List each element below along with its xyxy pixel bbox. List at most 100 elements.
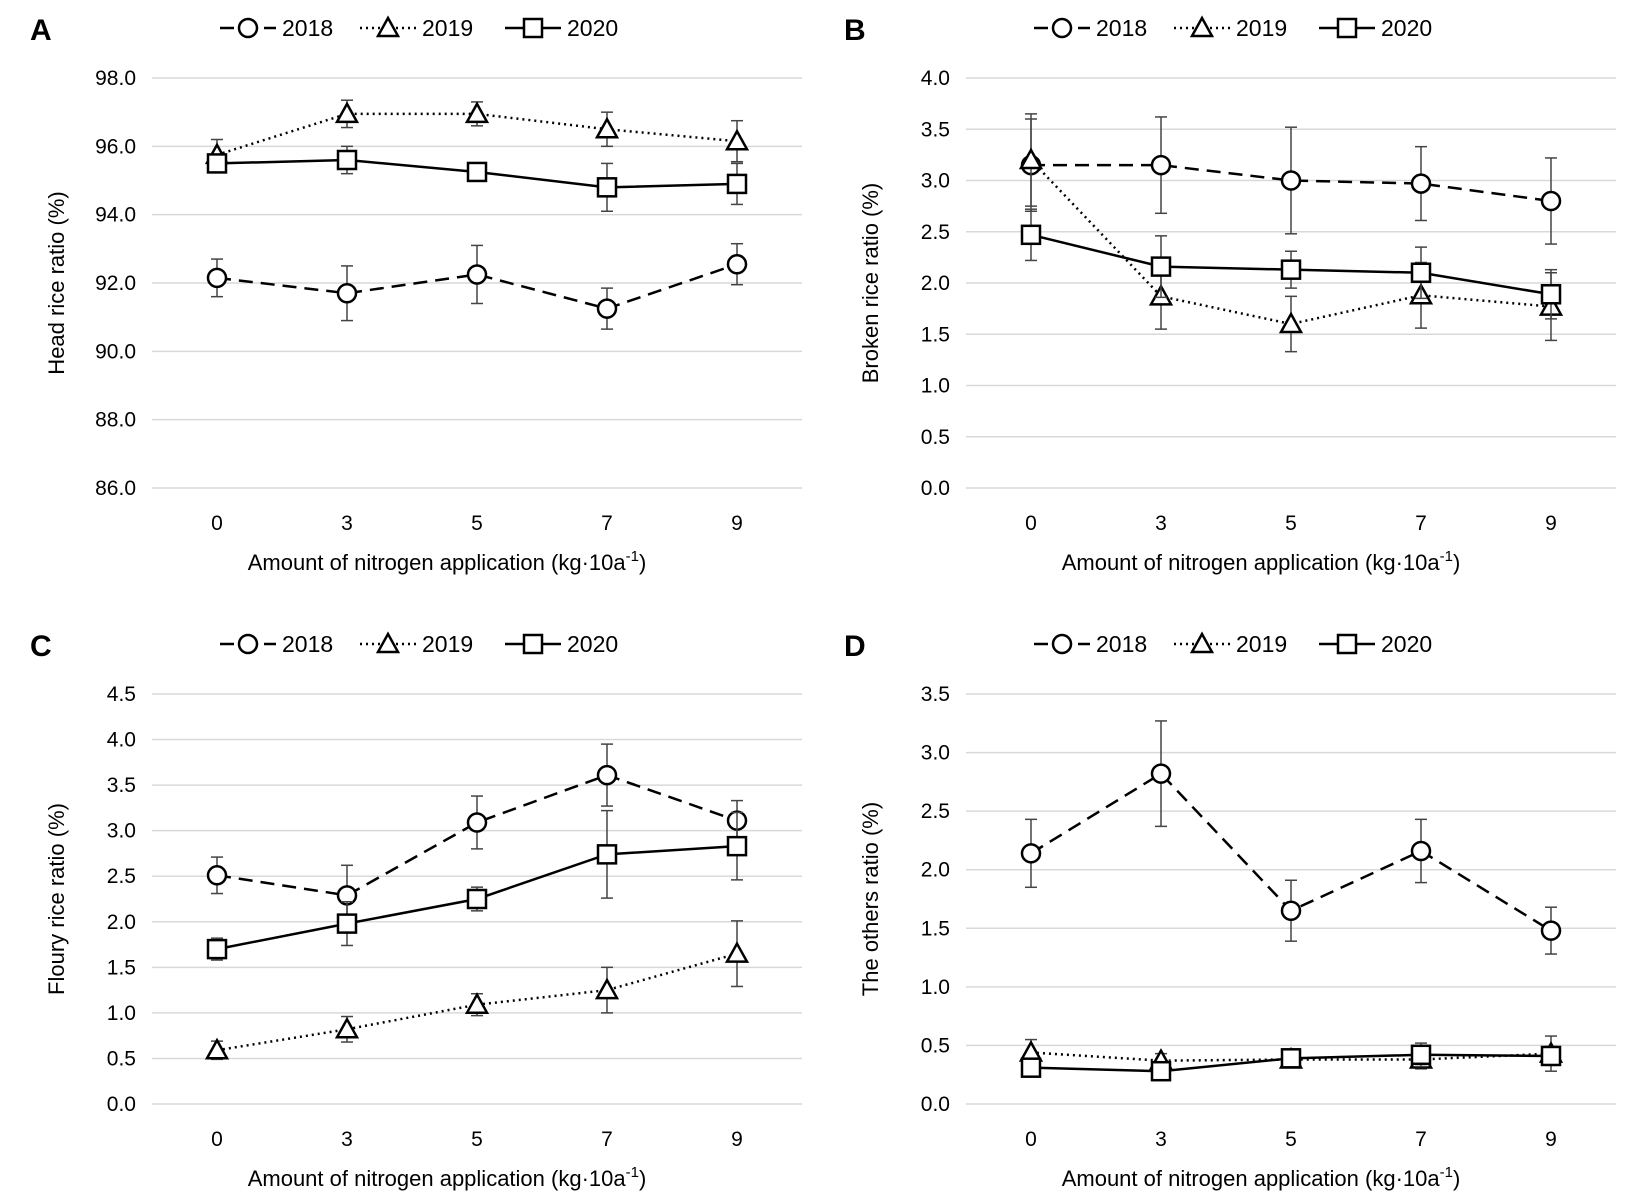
y-tick-label: 0.0 [107,1093,136,1116]
x-tick-label: 9 [731,512,743,535]
data-point [466,264,488,285]
series-2020 [1020,1042,1562,1082]
data-point [1020,224,1042,246]
data-point [206,267,228,289]
legend-label: 2020 [1381,15,1432,41]
data-point [1020,843,1042,864]
series-2019 [204,99,750,171]
data-point [206,938,228,960]
y-tick-label: 1.5 [107,956,136,979]
series-2018 [1020,720,1562,955]
data-point [334,101,360,124]
legend-marker-circle [1051,633,1073,655]
x-tick-label: 5 [1285,1128,1297,1151]
legend-label: 2019 [422,15,473,41]
y-tick-label: 90.0 [95,340,136,363]
data-point [336,913,358,934]
data-point [726,835,748,857]
y-tick-label: 0.5 [107,1047,136,1070]
legend-item-2018: 2018 [1034,15,1147,41]
series-line [216,263,738,310]
legend-marker-circle [1051,17,1073,39]
y-tick-label: 3.5 [921,118,950,141]
legend-marker-circle [237,17,259,39]
series-line [1030,1051,1552,1062]
data-point [1150,154,1172,176]
panel-a: A 2018 2019 2020 86.0 88.0 90.0 92.0 94.0 96.0 98.… [30,14,802,575]
data-point [206,865,228,886]
y-tick-label: 0.5 [921,1034,950,1057]
y-tick-label: 2.0 [107,911,136,934]
y-axis-title: Broken rice ratio (%) [858,183,883,384]
data-point [1540,1045,1562,1067]
y-tick-label: 94.0 [95,204,136,227]
y-tick-label: 1.0 [921,976,950,999]
panel-c: C 2018 2019 2020 0.0 0.5 1.0 1.5 2.0 2.5 3.0 3.5 4.0… [30,630,802,1191]
y-tick-label: 96.0 [95,135,136,158]
data-point [726,253,748,275]
x-axis-title: Amount of nitrogen application (kg·10a-1… [1062,548,1461,575]
data-point [594,116,620,139]
x-tick-label: 5 [471,512,483,535]
legend-item-2020: 2020 [1319,631,1432,657]
data-point [464,992,490,1014]
legend-item-2018: 2018 [220,631,333,657]
y-tick-label: 3.5 [921,683,950,706]
legend-label: 2019 [1236,631,1287,657]
y-tick-label: 2.0 [921,859,950,882]
data-point [466,161,488,183]
data-point [1410,262,1432,283]
legend-marker-triangle [1189,15,1215,38]
y-tick-label: 86.0 [95,477,136,500]
x-tick-label: 3 [1155,1128,1167,1151]
data-point [1280,259,1302,280]
y-tick-label: 3.0 [107,820,136,843]
panel-letter: C [30,630,52,663]
series-2019 [1018,113,1564,353]
data-point [1540,284,1562,305]
x-tick-label: 9 [731,1128,743,1151]
data-point [1410,840,1432,862]
data-point [596,764,618,786]
data-point [596,844,618,865]
data-point [204,1037,230,1060]
y-tick-label: 2.5 [107,865,136,888]
y-axis-title: Floury rice ratio (%) [44,803,69,995]
y-axis-title: Head rice ratio (%) [44,191,69,374]
legend-item-2018: 2018 [1034,631,1147,657]
x-tick-label: 7 [601,1128,613,1151]
data-point [466,888,488,910]
x-tick-label: 7 [1415,512,1427,535]
data-point [724,941,750,963]
series-line [216,112,738,157]
x-tick-label: 9 [1545,512,1557,535]
legend-item-2020: 2020 [505,631,618,657]
legend-marker-square [1336,633,1358,655]
data-point [336,283,358,304]
x-tick-label: 0 [1025,512,1037,535]
data-point [1020,1057,1042,1078]
data-point [594,977,620,1000]
legend-item-2019: 2019 [1174,15,1287,41]
series-2018 [206,242,748,330]
data-point [1280,900,1302,921]
series-2018 [206,743,748,927]
y-tick-label: 3.5 [107,774,136,797]
y-tick-label: 98.0 [95,67,136,90]
legend-item-2018: 2018 [220,15,333,41]
series-2019 [204,920,750,1061]
y-tick-label: 1.0 [921,375,950,398]
x-tick-label: 9 [1545,1128,1557,1151]
panel-letter: B [844,14,866,47]
data-point [336,149,358,171]
data-point [596,177,618,198]
legend-item-2020: 2020 [505,15,618,41]
x-tick-label: 0 [211,1128,223,1151]
y-tick-label: 0.0 [921,1093,950,1116]
y-tick-label: 2.0 [921,272,950,295]
y-tick-label: 1.5 [921,917,950,940]
x-tick-label: 0 [1025,1128,1037,1151]
data-point [1410,173,1432,194]
y-tick-label: 0.0 [921,477,950,500]
